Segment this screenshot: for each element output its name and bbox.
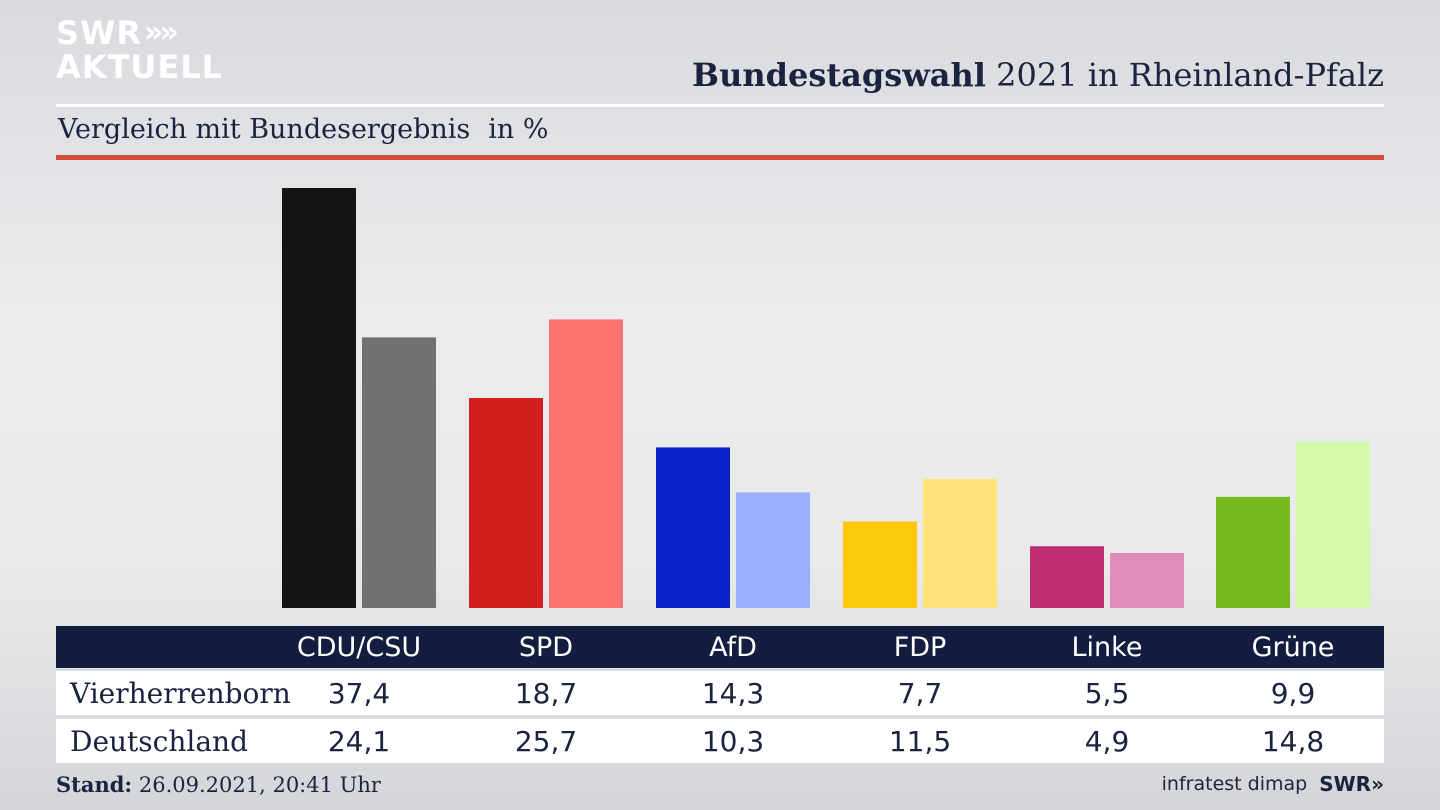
results-table: CDU/CSU SPD AfD FDP Linke Grüne Vierherrenbor… bbox=[56, 626, 1384, 763]
source-text: infratest dimap bbox=[1161, 773, 1308, 795]
table-cell: 37,4 bbox=[327, 676, 391, 710]
subtitle: Vergleich mit Bundesergebnis in % bbox=[58, 114, 549, 145]
table-cell: 14,8 bbox=[1261, 724, 1325, 758]
bar-gr-ne-vierherrenborn bbox=[1216, 496, 1290, 608]
timestamp: Stand: 26.09.2021, 20:41 Uhr bbox=[56, 772, 381, 797]
column-header-spd: SPD bbox=[518, 631, 574, 663]
title-rest: 2021 in Rheinland-Pfalz bbox=[996, 56, 1384, 94]
table-cell: 25,7 bbox=[514, 724, 578, 758]
unit-label: in % bbox=[488, 114, 549, 145]
column-header-afd: AfD bbox=[709, 631, 757, 663]
swr-footer-logo: SWR» bbox=[1319, 772, 1384, 796]
table-cell: 10,3 bbox=[701, 724, 765, 758]
table-cell: 24,1 bbox=[327, 724, 391, 758]
page-title: Bundestagswahl 2021 in Rheinland-Pfalz bbox=[692, 56, 1384, 94]
source-credit: infratest dimap SWR» bbox=[1162, 772, 1384, 796]
table-cell: 14,3 bbox=[701, 676, 765, 710]
table-row-vierherrenborn: Vierherrenborn 37,4 18,7 14,3 7,7 5,5 9,9 bbox=[56, 671, 1384, 715]
column-header-gr-ne: Grüne bbox=[1251, 631, 1335, 663]
swr-aktuell-logo: SWR»» AKTUELL bbox=[56, 14, 224, 86]
stand-value: 26.09.2021, 20:41 Uhr bbox=[138, 773, 381, 797]
table-cell: 11,5 bbox=[888, 724, 952, 758]
column-header-fdp: FDP bbox=[893, 631, 947, 663]
table-cell: 4,9 bbox=[1084, 724, 1130, 758]
logo-line2: AKTUELL bbox=[56, 48, 224, 86]
bar-spd-deutschland bbox=[549, 319, 623, 608]
stand-label: Stand: bbox=[56, 772, 133, 797]
bar-afd-deutschland bbox=[736, 492, 810, 608]
row-label: Vierherrenborn bbox=[70, 676, 291, 710]
table-cell: 18,7 bbox=[514, 676, 578, 710]
header-divider bbox=[56, 104, 1384, 107]
table-cell: 7,7 bbox=[897, 676, 943, 710]
bar-cdu-csu-deutschland bbox=[362, 337, 436, 608]
bar-spd-vierherrenborn bbox=[469, 398, 543, 608]
table-row-deutschland: Deutschland 24,1 25,7 10,3 11,5 4,9 14,8 bbox=[56, 719, 1384, 763]
accent-divider bbox=[56, 155, 1384, 160]
subtitle-text: Vergleich mit Bundesergebnis bbox=[58, 114, 471, 145]
bar-linke-vierherrenborn bbox=[1030, 546, 1104, 608]
title-bold: Bundestagswahl bbox=[692, 56, 986, 94]
column-header-linke: Linke bbox=[1071, 631, 1143, 663]
bar-cdu-csu-vierherrenborn bbox=[282, 188, 356, 608]
bar-linke-deutschland bbox=[1110, 552, 1184, 608]
bar-fdp-vierherrenborn bbox=[843, 521, 917, 608]
table-header-row: CDU/CSU SPD AfD FDP Linke Grüne bbox=[56, 626, 1384, 668]
row-label: Deutschland bbox=[70, 724, 248, 758]
bar-fdp-deutschland bbox=[923, 478, 997, 608]
bar-afd-vierherrenborn bbox=[656, 447, 730, 608]
bar-gr-ne-deutschland bbox=[1296, 441, 1370, 608]
logo-line1: SWR bbox=[56, 14, 142, 52]
table-cell: 5,5 bbox=[1084, 676, 1130, 710]
column-header-cdu-csu: CDU/CSU bbox=[296, 631, 422, 663]
table-cell: 9,9 bbox=[1270, 676, 1316, 710]
